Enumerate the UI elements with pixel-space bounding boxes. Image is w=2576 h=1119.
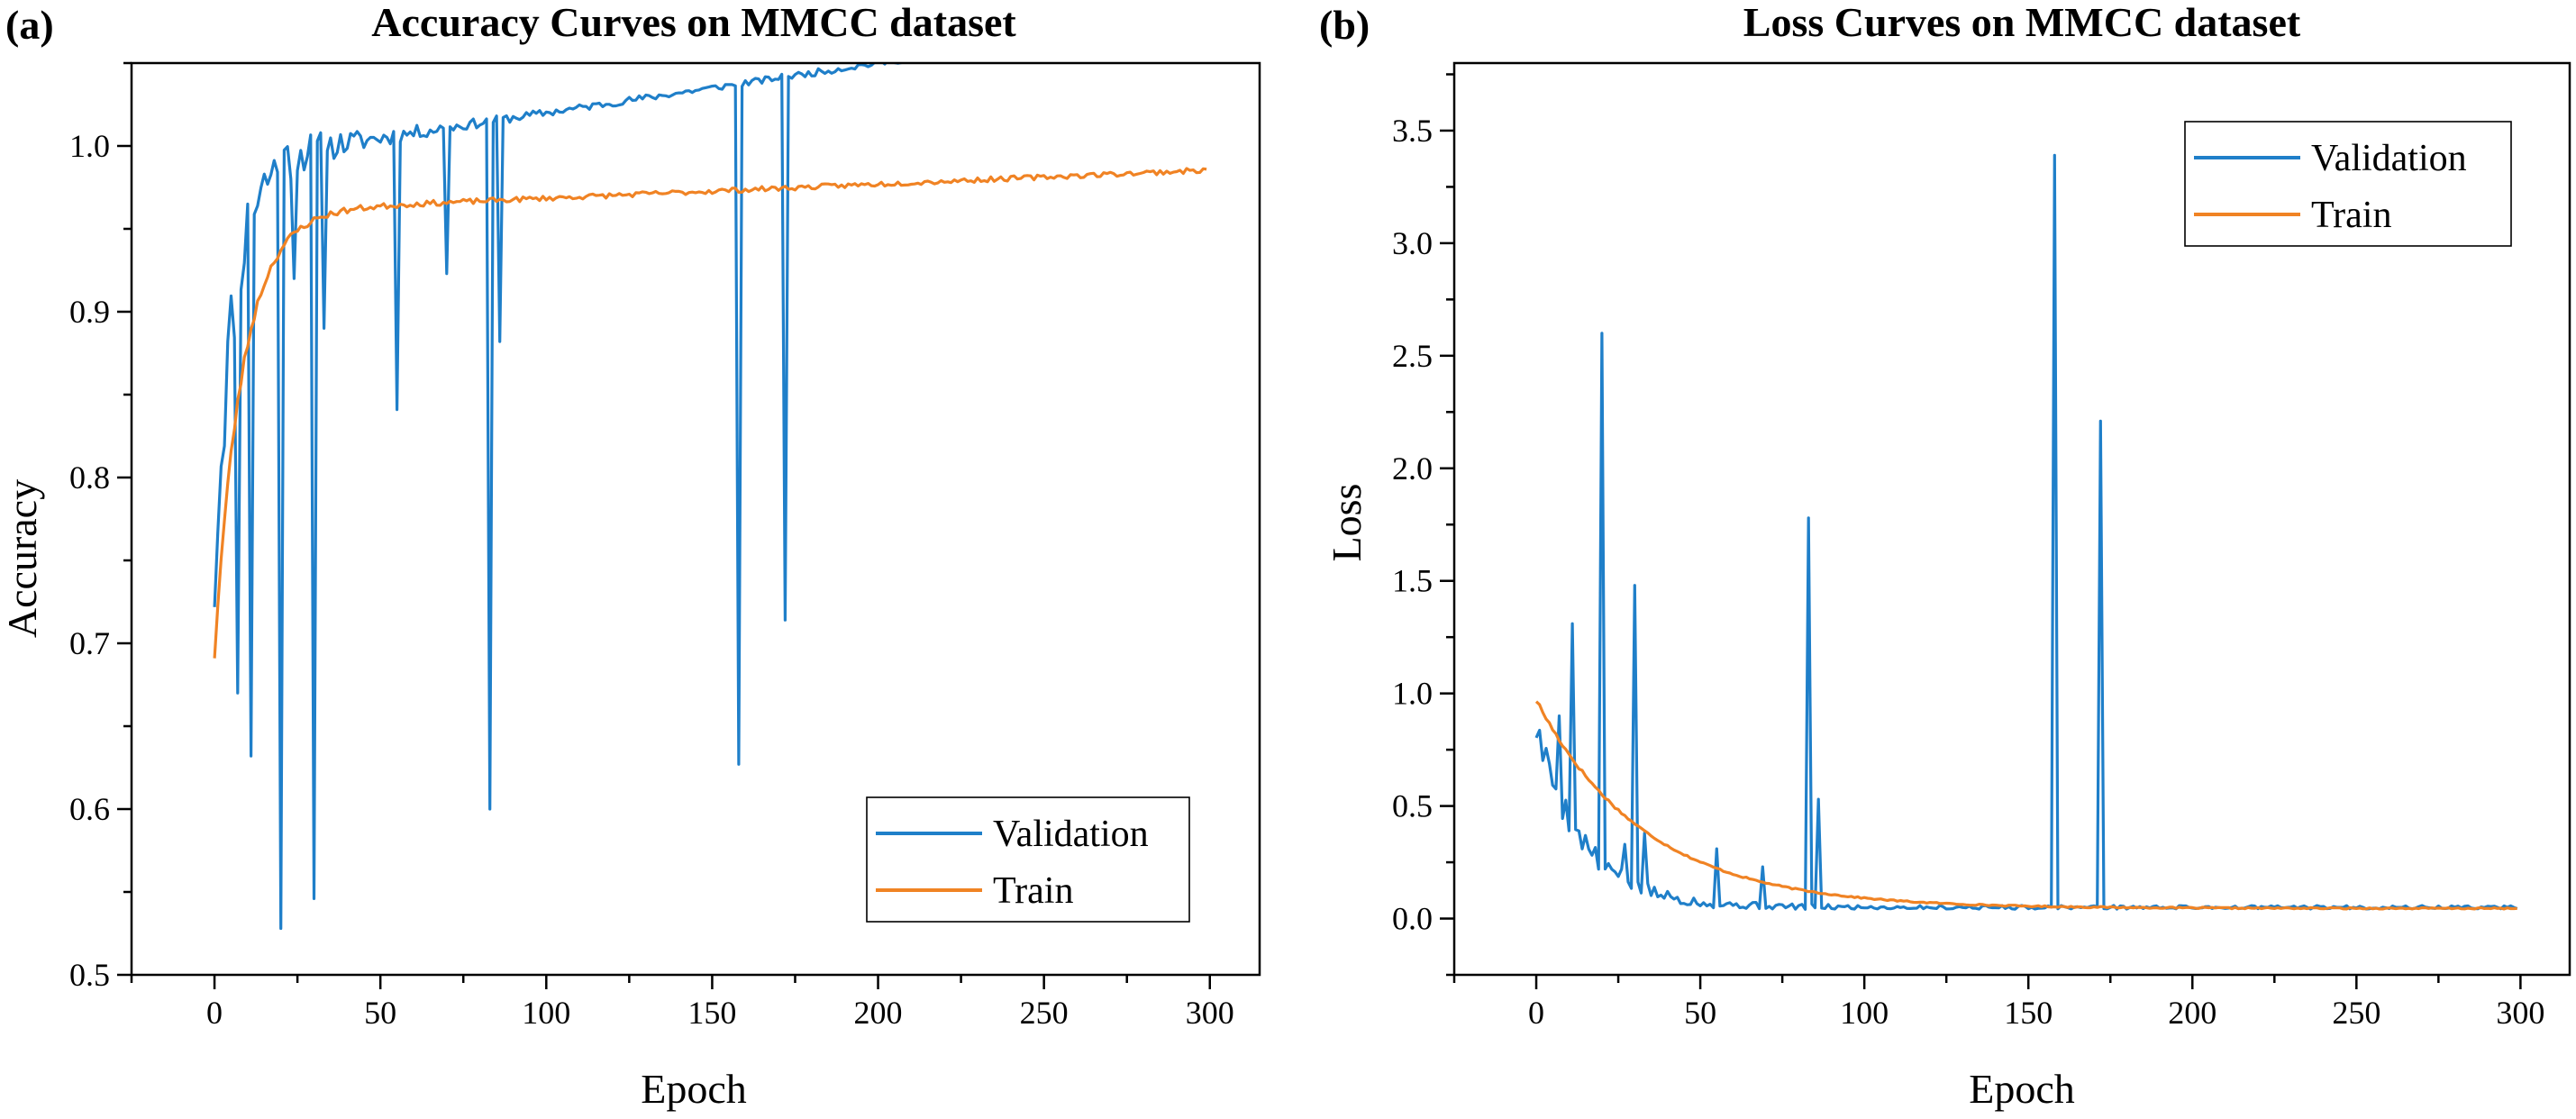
accuracy-legend-box xyxy=(866,796,1190,923)
loss-y-tick-label: 3.0 xyxy=(1392,225,1433,261)
accuracy-legend-label-validation: Validation xyxy=(993,814,1149,855)
accuracy-x-tick-label: 50 xyxy=(364,995,396,1031)
accuracy-y-tick-label: 1.0 xyxy=(69,128,110,164)
loss-validation-line xyxy=(1534,153,2518,911)
loss-y-tick-label: 3.5 xyxy=(1392,113,1433,149)
loss-y-tick-label: 2.5 xyxy=(1392,338,1433,374)
panel-a-tag: (a) xyxy=(5,2,54,48)
accuracy-train-line xyxy=(213,167,1207,659)
loss-chart-title: Loss Curves on MMCC dataset xyxy=(1743,0,2301,45)
loss-x-tick-label: 100 xyxy=(1840,995,1889,1031)
loss-train-line xyxy=(1534,700,2517,911)
loss-x-tick-label: 50 xyxy=(1684,995,1716,1031)
accuracy-y-axis-label: Accuracy xyxy=(0,479,45,638)
accuracy-y-tick-label: 0.6 xyxy=(69,791,110,827)
loss-legend-label-validation: Validation xyxy=(2311,138,2467,179)
loss-y-tick-label: 2.0 xyxy=(1392,450,1433,487)
loss-x-axis-label: Epoch xyxy=(1969,1066,2075,1112)
loss-x-tick-label: 250 xyxy=(2332,995,2380,1031)
loss-legend: Validation Train xyxy=(2184,121,2512,247)
accuracy-y-tick-label: 0.9 xyxy=(69,294,110,330)
loss-x-tick-label: 200 xyxy=(2168,995,2216,1031)
accuracy-legend: Validation Train xyxy=(866,796,1190,923)
loss-y-tick-label: 0.5 xyxy=(1392,788,1433,824)
loss-y-axis-label: Loss xyxy=(1324,484,1370,562)
accuracy-x-tick-label: 300 xyxy=(1186,995,1234,1031)
loss-x-tick-label: 0 xyxy=(1528,995,1544,1031)
loss-plot-frame xyxy=(1452,61,2571,977)
accuracy-x-tick-label: 100 xyxy=(522,995,570,1031)
panel-b-tag: (b) xyxy=(1319,2,1370,48)
accuracy-legend-label-train: Train xyxy=(993,870,1073,912)
accuracy-x-tick-label: 200 xyxy=(854,995,903,1031)
accuracy-x-tick-label: 150 xyxy=(687,995,736,1031)
accuracy-x-axis-label: Epoch xyxy=(641,1066,747,1112)
accuracy-x-tick-label: 0 xyxy=(206,995,223,1031)
loss-y-tick-label: 1.5 xyxy=(1392,563,1433,599)
loss-x-tick-label: 150 xyxy=(2004,995,2053,1031)
accuracy-x-tick-label: 250 xyxy=(1020,995,1069,1031)
loss-legend-label-train: Train xyxy=(2311,195,2391,236)
loss-x-tick-label: 300 xyxy=(2496,995,2544,1031)
accuracy-validation-line xyxy=(213,63,903,931)
accuracy-plot-frame xyxy=(130,61,1261,977)
accuracy-chart-title: Accuracy Curves on MMCC dataset xyxy=(371,0,1016,45)
loss-legend-box xyxy=(2184,121,2512,247)
accuracy-y-tick-label: 0.8 xyxy=(69,459,110,496)
loss-y-tick-label: 0.0 xyxy=(1392,901,1433,937)
accuracy-y-tick-label: 0.7 xyxy=(69,625,110,661)
loss-y-tick-label: 1.0 xyxy=(1392,676,1433,712)
accuracy-chart: (a) Accuracy Curves on MMCC dataset Epoc… xyxy=(0,0,1261,1112)
loss-chart: (b) Loss Curves on MMCC dataset Epoch Lo… xyxy=(1319,0,2571,1112)
accuracy-y-tick-label: 0.5 xyxy=(69,957,110,993)
